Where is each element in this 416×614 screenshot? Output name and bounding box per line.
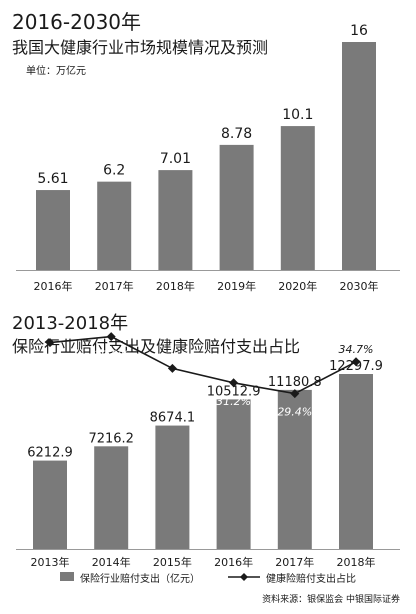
chart2-bar xyxy=(339,374,373,549)
chart2-share-marker xyxy=(45,338,55,348)
legend-line-marker xyxy=(228,573,260,581)
chart1-x-tick-label: 2020年 xyxy=(278,279,317,293)
legend-line-label: 健康险赔付支出占比 xyxy=(266,574,356,585)
chart1-value-label: 10.1 xyxy=(282,107,313,123)
chart1-bar xyxy=(158,170,193,270)
chart2-bar-value-label: 7216.2 xyxy=(88,431,134,446)
chart2-share-value-label: 38.9% xyxy=(94,349,129,362)
chart2-bar xyxy=(277,389,312,549)
chart2-share-marker xyxy=(106,332,116,342)
chart2-bar-value-label: 8674.1 xyxy=(150,411,196,426)
chart2-share-marker xyxy=(351,357,361,367)
chart2-x-tick-label: 2013年 xyxy=(31,555,70,569)
chart2-bar xyxy=(155,425,190,549)
chart1-value-label: 7.01 xyxy=(160,151,191,167)
chart1-x-tick-label: 2018年 xyxy=(156,279,195,293)
legend-bar-label: 保险行业赔付支出（亿元） xyxy=(80,574,200,585)
chart2-bar xyxy=(216,399,251,549)
chart1-bar xyxy=(36,190,70,270)
chart2-bar-value-label: 10512.9 xyxy=(207,384,261,399)
chart2-bar xyxy=(94,446,129,549)
chart2-x-tick-label: 2015年 xyxy=(153,555,192,569)
chart1-title-year: 2016-2030年 xyxy=(12,10,142,34)
chart1-x-tick-label: 2019年 xyxy=(217,279,256,293)
chart2-share-value-label: 29.4% xyxy=(277,406,312,419)
chart1-value-label: 8.78 xyxy=(221,126,252,142)
chart2-share-value-label: 31.2% xyxy=(216,395,251,408)
chart2-share-line xyxy=(49,335,357,395)
chart2-x-tick-label: 2014年 xyxy=(92,555,131,569)
chart2-x-tick-label: 2017年 xyxy=(275,555,314,569)
chart2-share-value-label: 37.9% xyxy=(33,355,68,368)
chart1-value-label: 6.2 xyxy=(103,163,125,179)
chart1-unit-label: 单位：万亿元 xyxy=(26,66,86,77)
chart1-bar xyxy=(280,126,315,270)
chart2-bar-value-label: 12297.9 xyxy=(329,359,383,374)
chart2-legend: 保险行业赔付支出（亿元） 健康险赔付支出占比 xyxy=(60,570,400,585)
chart1-x-tick-label: 2016年 xyxy=(34,279,73,293)
chart1-bar xyxy=(342,42,376,270)
chart2-title: 保险行业赔付支出及健康险赔付支出占比 xyxy=(12,337,301,356)
chart2-share-marker xyxy=(290,389,300,399)
chart2-bar-value-label: 6212.9 xyxy=(27,446,73,461)
chart1-value-label: 5.61 xyxy=(37,171,68,187)
chart1-bar xyxy=(97,181,132,270)
legend-bar-swatch xyxy=(60,572,74,581)
chart1-x-tick-label: 2030年 xyxy=(340,279,379,293)
source-note: 资料来源：银保监会 中银国际证券 xyxy=(262,595,400,605)
chart1-x-tick-label: 2017年 xyxy=(95,279,134,293)
chart2-share-value-label: 33.6% xyxy=(155,380,190,393)
chart1-title: 我国大健康行业市场规模情况及预测 xyxy=(12,38,269,57)
chart1-value-label: 16 xyxy=(350,23,368,39)
chart2-share-marker xyxy=(229,378,239,388)
chart2-x-tick-label: 2016年 xyxy=(214,555,253,569)
chart1-market-size-bar-chart: 5.61 2016年 6.2 2017年 7.01 2018年 8.78 2019年 10.1 2… xyxy=(16,23,400,293)
chart2-title-year: 2013-2018年 xyxy=(12,313,129,334)
chart2-bar-value-label: 11180.8 xyxy=(268,375,322,390)
chart2-share-value-label: 34.7% xyxy=(339,343,374,356)
chart2-x-tick-label: 2018年 xyxy=(337,555,376,569)
chart2-share-marker xyxy=(167,363,177,373)
chart1-bar xyxy=(219,144,254,270)
chart2-bar xyxy=(33,460,67,549)
